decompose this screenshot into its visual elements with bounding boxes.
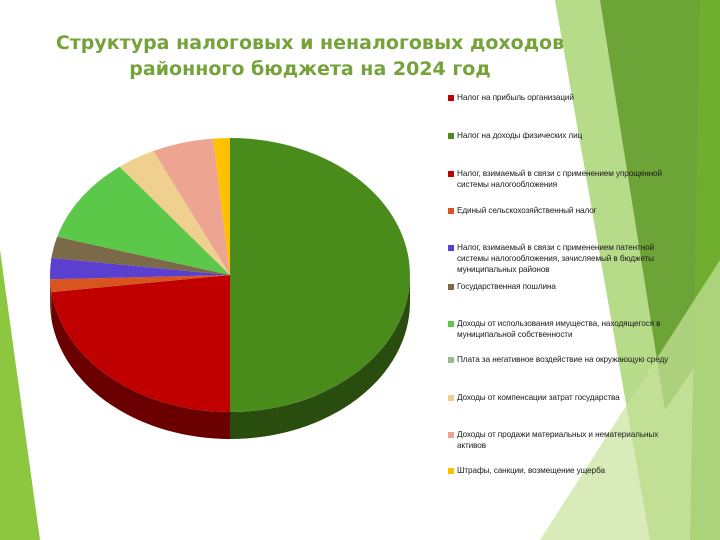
legend-swatch	[448, 133, 454, 139]
right-green-shape-pale	[540, 260, 720, 540]
pie-slice-7	[57, 166, 230, 275]
legend-swatch	[448, 468, 454, 474]
legend-label: Плата за негативное воздействие на окруж…	[457, 355, 669, 364]
legend-item: Налог, взимаемый в связи с применением п…	[448, 242, 680, 275]
legend-swatch	[448, 357, 454, 363]
chart-title-line-1: Структура налоговых и неналоговых доходо…	[55, 32, 565, 54]
legend-swatch	[448, 171, 454, 177]
legend-item: Налог на прибыль организаций	[448, 92, 680, 103]
pie-slice-side-2	[230, 275, 410, 439]
legend-swatch	[448, 395, 454, 401]
pie-slice-5	[49, 257, 230, 280]
legend-item: Государственная пошлина	[448, 281, 680, 292]
legend-swatch	[448, 284, 454, 290]
legend-item: Доходы от продажи материальных и нематер…	[448, 429, 680, 451]
chart-title-line-2: районного бюджета на 2024 год	[129, 58, 491, 80]
legend-swatch	[448, 432, 454, 438]
legend-item: Единый сельскохозяйственный налог	[448, 205, 680, 216]
legend-swatch	[448, 321, 454, 327]
pie-slice-2	[230, 138, 410, 412]
legend-label: Доходы от продажи материальных и нематер…	[457, 430, 659, 450]
pie-slice-4	[50, 275, 230, 293]
pie-slice-10	[153, 138, 230, 275]
pie-slice-9	[119, 151, 230, 275]
legend-label: Доходы от использования имущества, наход…	[457, 319, 661, 339]
pie-slice-6	[51, 236, 230, 275]
legend-item: Плата за негативное воздействие на окруж…	[448, 354, 680, 365]
legend-item: Доходы от использования имущества, наход…	[448, 318, 680, 340]
legend-item: Налог, взимаемый в связи с применением у…	[448, 168, 680, 190]
legend-label: Налог, взимаемый в связи с применением п…	[457, 243, 654, 274]
legend-swatch	[448, 95, 454, 101]
pie-slice-3	[51, 275, 230, 413]
chart-title: Структура налоговых и неналоговых доходо…	[40, 30, 580, 82]
legend-swatch	[448, 245, 454, 251]
left-green-shape	[0, 250, 40, 540]
legend-label: Налог, взимаемый в связи с применением у…	[457, 169, 662, 189]
pie-slice-11	[213, 138, 230, 275]
legend-item: Штрафы, санкции, возмещение ущерба	[448, 465, 680, 476]
legend-label: Единый сельскохозяйственный налог	[457, 206, 597, 215]
legend-label: Доходы от компенсации затрат государства	[457, 393, 620, 402]
legend-item: Налог на доходы физических лиц	[448, 130, 680, 141]
legend-label: Налог на прибыль организаций	[457, 93, 574, 102]
legend-swatch	[448, 208, 454, 214]
legend-label: Государственная пошлина	[457, 282, 556, 291]
legend-label: Налог на доходы физических лиц	[457, 131, 583, 140]
legend-label: Штрафы, санкции, возмещение ущерба	[457, 466, 605, 475]
pie-slice-side-3	[51, 292, 230, 439]
pie-slice-side-4	[50, 279, 52, 320]
legend-item: Доходы от компенсации затрат государства	[448, 392, 680, 403]
